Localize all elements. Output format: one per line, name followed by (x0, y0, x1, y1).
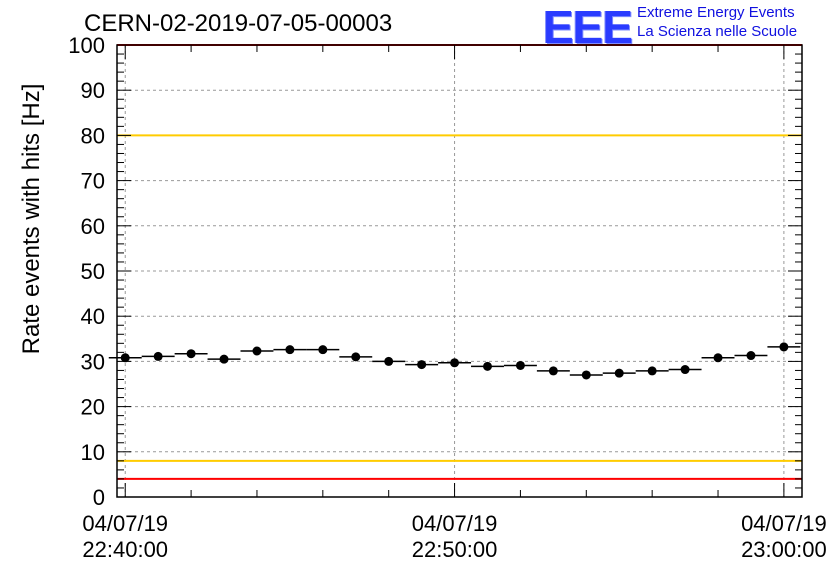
data-point (219, 354, 229, 364)
data-point (647, 366, 657, 376)
x-tick-label-time: 23:00:00 (741, 537, 827, 562)
data-point (713, 353, 723, 363)
data-point (318, 345, 328, 355)
y-tick-label: 90 (81, 78, 105, 103)
y-tick-label: 100 (68, 33, 105, 58)
y-tick-label: 60 (81, 214, 105, 239)
data-point (614, 368, 624, 378)
x-tick-label-time: 22:50:00 (412, 537, 498, 562)
data-point (450, 358, 460, 368)
data-point (384, 356, 394, 366)
y-tick-label: 40 (81, 304, 105, 329)
x-tick-label-date: 04/07/19 (412, 511, 498, 536)
data-point (252, 346, 262, 356)
logo-caption-line2: La Scienza nelle Scuole (637, 23, 798, 40)
logo-caption: Extreme Energy Events La Scienza nelle S… (637, 3, 797, 41)
y-tick-label: 20 (81, 395, 105, 420)
data-point (482, 361, 492, 371)
data-point (351, 352, 361, 362)
logo-caption-line1: Extreme Energy Events (637, 4, 795, 21)
y-tick-label: 30 (81, 349, 105, 374)
data-point (779, 342, 789, 352)
y-tick-label: 80 (81, 123, 105, 148)
data-point (186, 349, 196, 359)
x-tick-label-date: 04/07/19 (741, 511, 827, 536)
data-point (746, 351, 756, 361)
x-tick-label-date: 04/07/19 (82, 511, 168, 536)
chart-title: CERN-02-2019-07-05-00003 (84, 10, 393, 37)
data-point (285, 345, 295, 355)
x-tick-label-time: 22:40:00 (82, 537, 168, 562)
data-point (515, 360, 525, 370)
y-tick-label: 10 (81, 440, 105, 465)
data-point (417, 360, 427, 370)
data-point (680, 365, 690, 375)
data-point (581, 370, 591, 380)
y-tick-label: 70 (81, 169, 105, 194)
y-tick-label: 0 (93, 485, 105, 510)
data-point (548, 366, 558, 376)
y-tick-label: 50 (81, 259, 105, 284)
data-point (153, 351, 163, 361)
data-point (120, 353, 130, 363)
